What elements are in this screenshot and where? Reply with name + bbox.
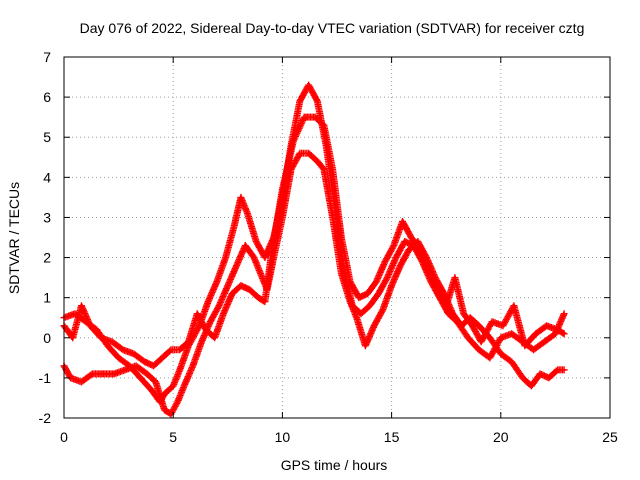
x-tick-label: 0 bbox=[60, 429, 68, 445]
data-point-marker bbox=[292, 132, 300, 140]
data-point-marker bbox=[289, 137, 297, 145]
y-tick-label: 4 bbox=[43, 169, 51, 185]
data-point-marker bbox=[291, 134, 299, 142]
data-point-marker bbox=[560, 366, 568, 374]
y-axis-label: SDTVAR / TECUs bbox=[6, 182, 22, 294]
y-tick-label: 5 bbox=[43, 129, 51, 145]
x-tick-label: 10 bbox=[275, 429, 291, 445]
plot-frame bbox=[63, 56, 611, 419]
x-tick-label: 15 bbox=[384, 429, 400, 445]
y-tick-label: 3 bbox=[43, 209, 51, 225]
x-axis-label: GPS time / hours bbox=[281, 457, 388, 473]
data-point-marker bbox=[292, 131, 300, 139]
series-track-3 bbox=[60, 113, 568, 370]
x-tick-label: 5 bbox=[169, 429, 177, 445]
data-point-marker bbox=[290, 136, 298, 144]
data-point-marker bbox=[295, 124, 303, 132]
data-point-marker bbox=[389, 243, 397, 251]
data-point-marker bbox=[298, 118, 306, 126]
data-point-marker bbox=[294, 128, 302, 136]
y-tick-label: -2 bbox=[39, 410, 52, 426]
data-point-marker bbox=[313, 96, 321, 104]
y-tick-label: 7 bbox=[43, 49, 51, 65]
y-tick-label: 0 bbox=[43, 330, 51, 346]
x-tick-label: 25 bbox=[602, 429, 618, 445]
tick-labels: 0 5 10 15 20 25 -2 -1 0 1 2 3 4 5 6 7 bbox=[39, 49, 618, 445]
data-point-marker bbox=[293, 129, 301, 137]
data-point-marker bbox=[296, 123, 304, 131]
data-point-marker bbox=[378, 307, 386, 315]
y-tick-label: 2 bbox=[43, 250, 51, 266]
data-point-marker bbox=[173, 399, 181, 407]
data-point-marker bbox=[559, 329, 567, 337]
data-point-marker bbox=[297, 121, 305, 129]
data-point-marker bbox=[297, 120, 305, 128]
data-point-marker bbox=[319, 164, 327, 172]
data-point-marker bbox=[294, 126, 302, 134]
y-tick-label: -1 bbox=[39, 370, 52, 386]
x-tick-label: 20 bbox=[493, 429, 509, 445]
data-point-marker bbox=[560, 310, 568, 318]
y-tick-label: 6 bbox=[43, 89, 51, 105]
data-points bbox=[60, 81, 568, 418]
data-point-marker bbox=[560, 330, 568, 338]
axis-ticks bbox=[63, 56, 611, 419]
y-tick-label: 1 bbox=[43, 290, 51, 306]
chart-title: Day 076 of 2022, Sidereal Day-to-day VTE… bbox=[80, 20, 585, 36]
